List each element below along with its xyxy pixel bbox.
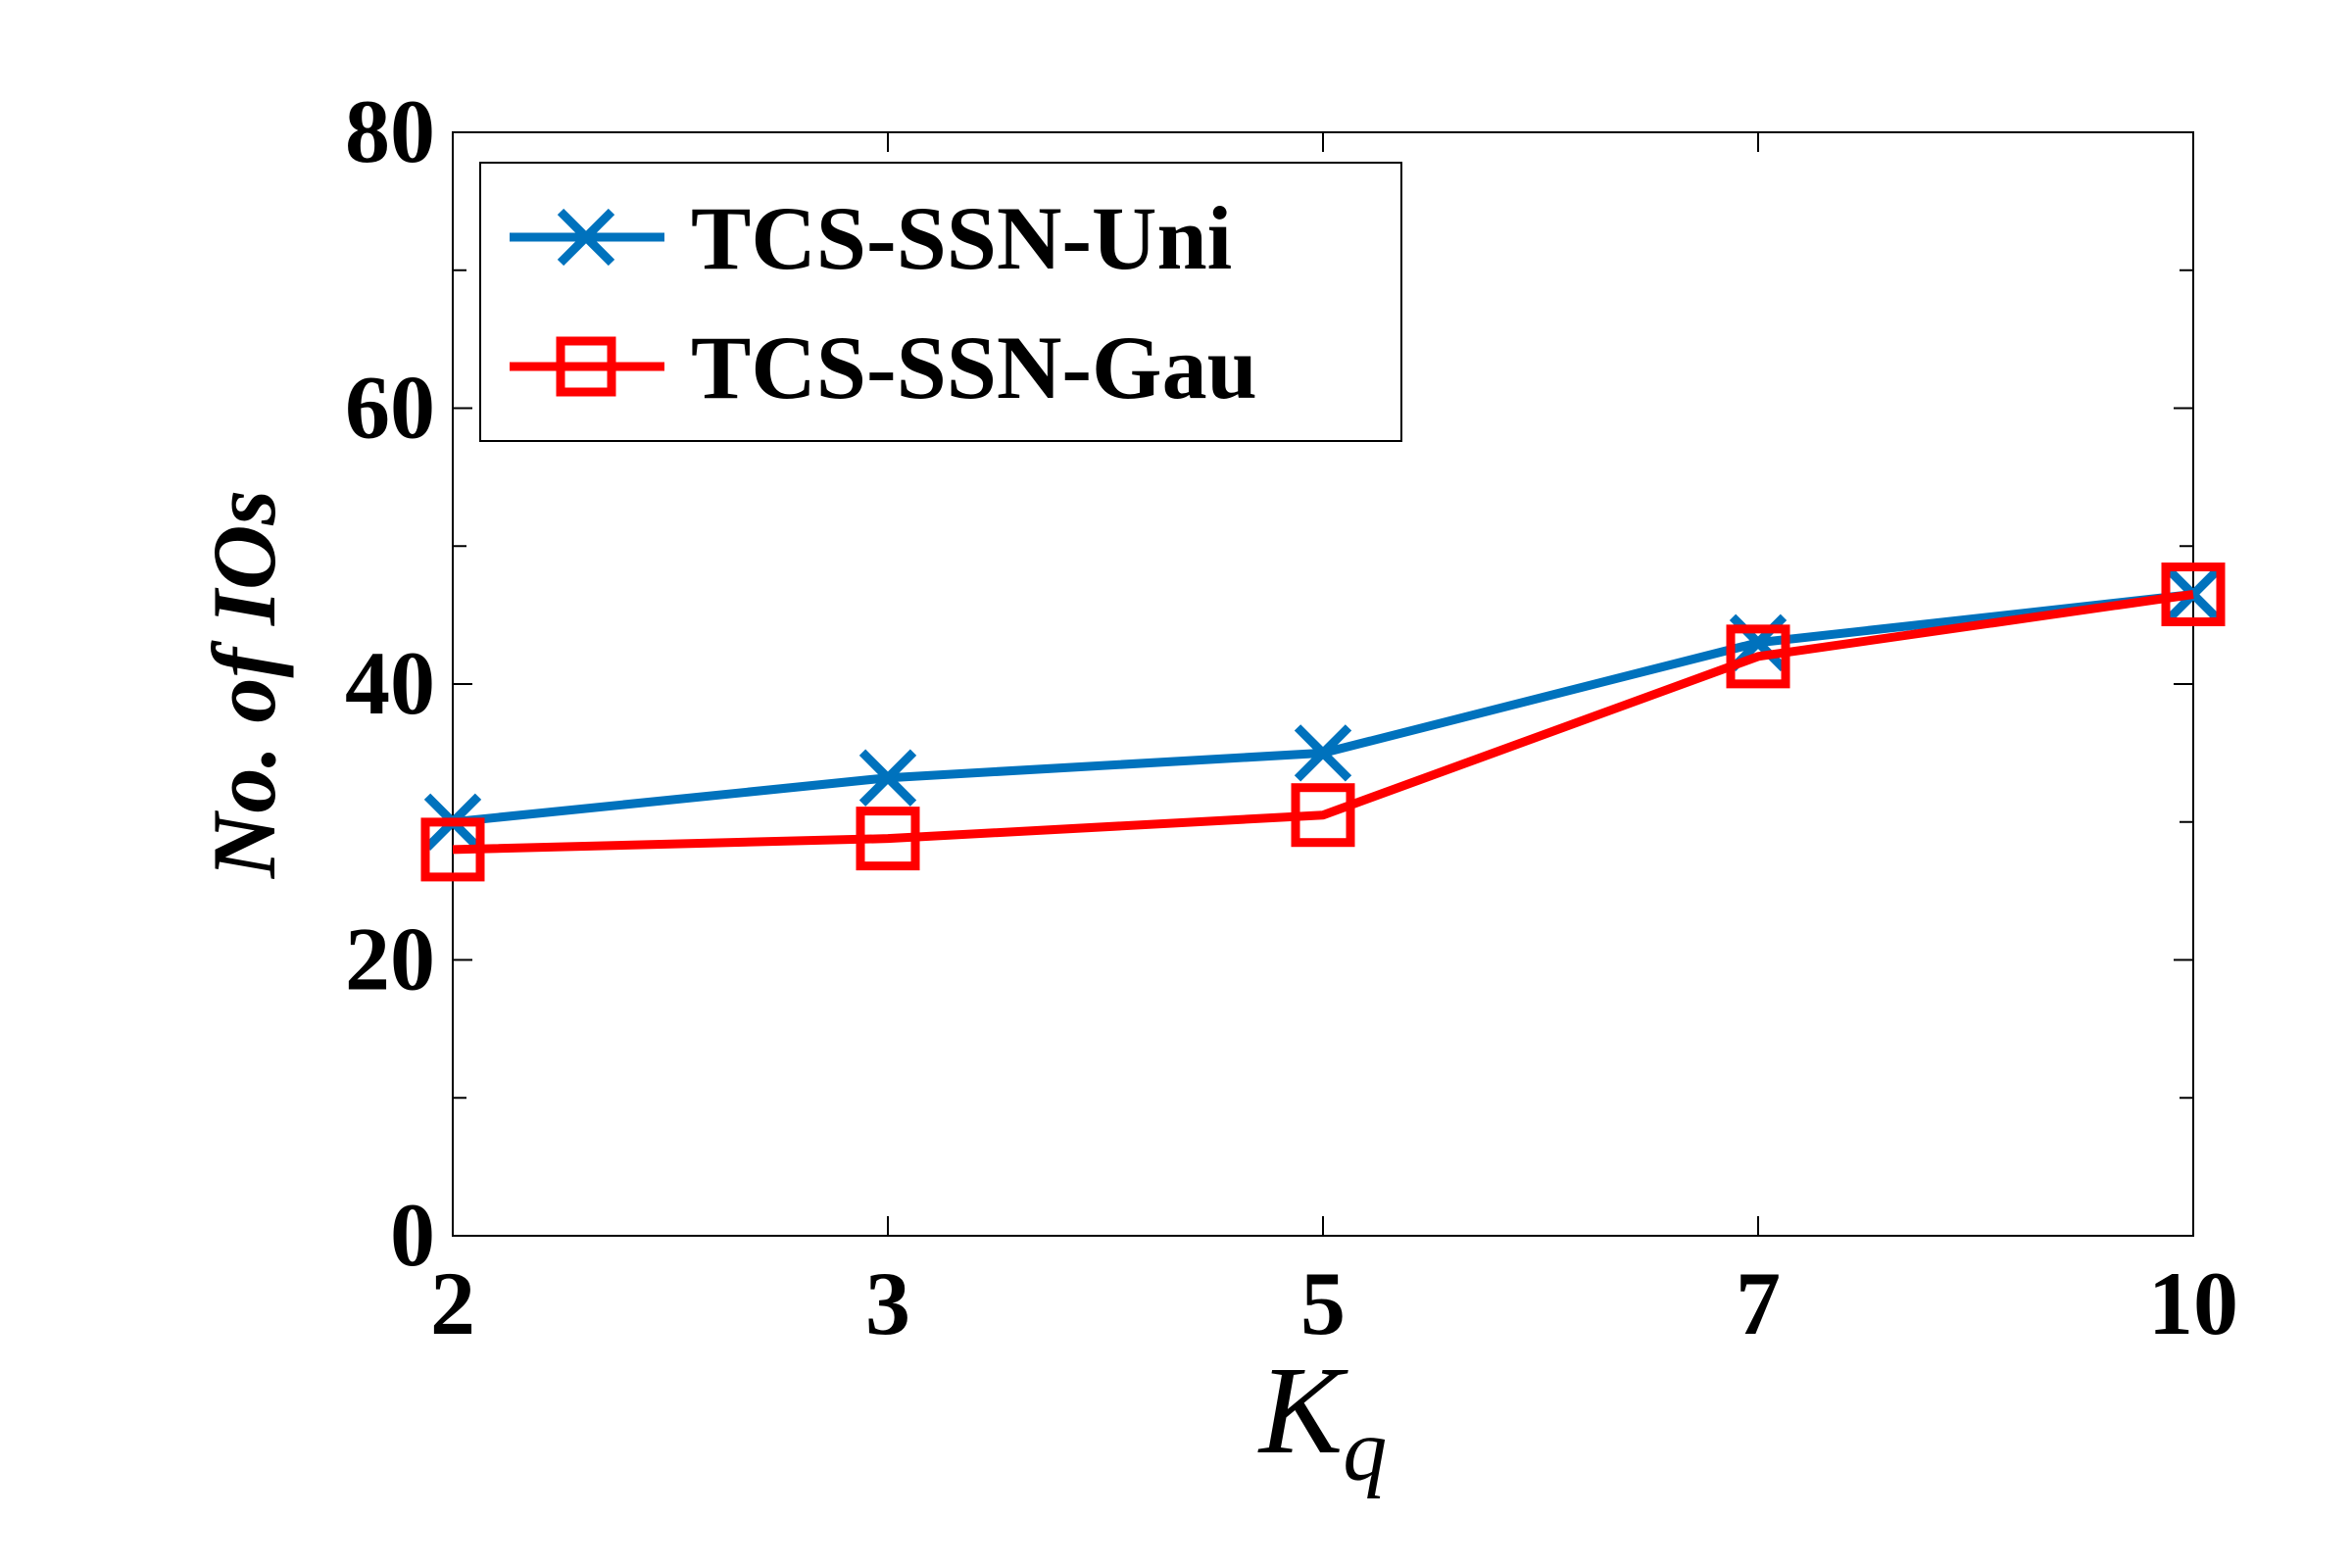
- data-point-x-marker: [858, 749, 917, 807]
- series-layer: [420, 563, 2226, 882]
- plot-frame: [452, 131, 2194, 1237]
- x-axis-label-main: K: [1257, 1341, 1348, 1480]
- data-point-square-marker: [1291, 783, 1355, 848]
- y-tick-labels: 0 20 40 60 80: [345, 81, 435, 1285]
- x-axis-label: Kq: [1257, 1341, 1387, 1499]
- series-line: [452, 590, 2194, 855]
- y-tick-label: 60: [345, 358, 435, 458]
- data-point-square-marker: [420, 817, 485, 882]
- y-tick-label: 40: [345, 633, 435, 733]
- legend-item-gau: TCS-SSN-Gau: [510, 318, 1257, 417]
- x-tick-label: 7: [1736, 1253, 1781, 1353]
- x-axis-label-subscript: q: [1343, 1402, 1387, 1499]
- legend-box: [479, 162, 1402, 442]
- legend-marker-square-icon: [556, 336, 616, 397]
- data-point-square-marker: [1726, 624, 1790, 689]
- data-point-square-marker: [2161, 563, 2226, 627]
- x-tick-labels: 2 3 5 7 10: [430, 1253, 2238, 1353]
- x-tick-label: 5: [1300, 1253, 1346, 1353]
- legend: TCS-SSN-Uni TCS-SSN-Gau: [479, 162, 1402, 442]
- legend-label-gau: TCS-SSN-Gau: [691, 318, 1257, 417]
- y-tick-label: 20: [345, 909, 435, 1009]
- series-tcs-ssn-gau: [420, 563, 2226, 882]
- data-point-x-marker: [1294, 724, 1352, 782]
- x-tick-label: 10: [2148, 1253, 2238, 1353]
- legend-label-uni: TCS-SSN-Uni: [691, 188, 1232, 288]
- y-tick-label: 0: [390, 1185, 435, 1285]
- data-point-square-marker: [856, 807, 920, 871]
- x-tick-label: 2: [430, 1253, 475, 1353]
- legend-item-uni: TCS-SSN-Uni: [510, 188, 1232, 288]
- legend-marker-x-icon: [557, 208, 615, 267]
- x-tick-label: 3: [865, 1253, 910, 1353]
- y-axis-label: No. of IOs: [194, 490, 294, 879]
- y-tick-label: 80: [345, 81, 435, 181]
